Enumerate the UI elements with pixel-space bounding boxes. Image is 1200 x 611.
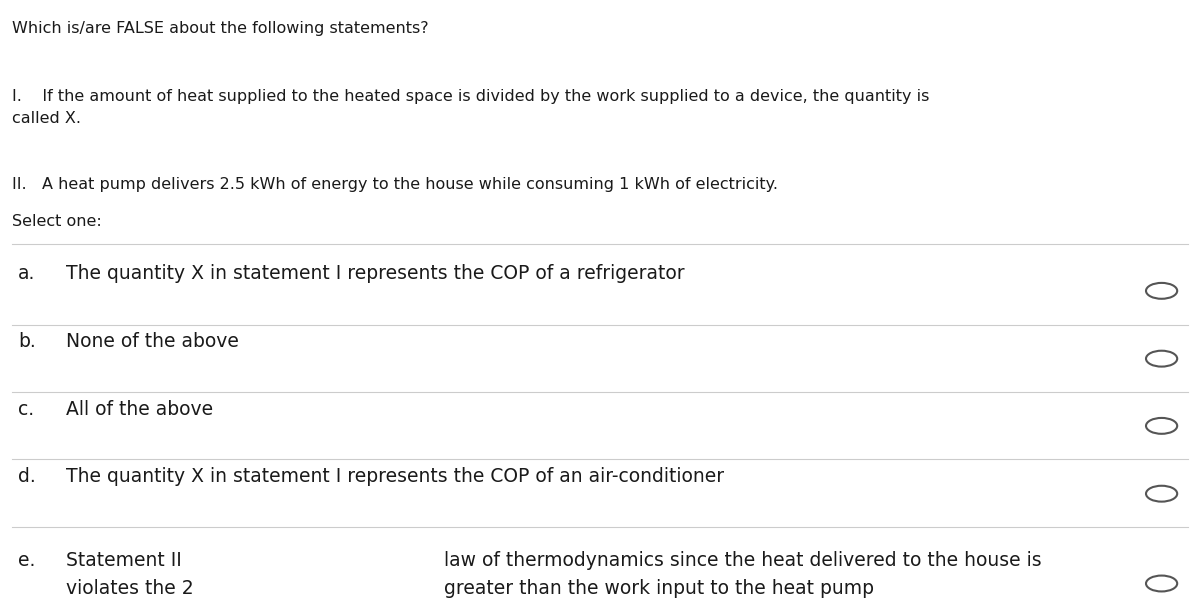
Text: e.: e. <box>18 551 35 570</box>
Text: d.: d. <box>18 467 36 486</box>
Text: c.: c. <box>18 400 34 419</box>
Text: b.: b. <box>18 332 36 351</box>
Text: Statement II
violates the 2: Statement II violates the 2 <box>66 551 193 598</box>
Text: Which is/are FALSE about the following statements?: Which is/are FALSE about the following s… <box>12 21 428 37</box>
Text: None of the above: None of the above <box>66 332 239 351</box>
Text: II.   A heat pump delivers 2.5 kWh of energy to the house while consuming 1 kWh : II. A heat pump delivers 2.5 kWh of ener… <box>12 177 778 192</box>
Text: All of the above: All of the above <box>66 400 214 419</box>
Text: The quantity X in statement I represents the COP of an air-conditioner: The quantity X in statement I represents… <box>66 467 724 486</box>
Text: a.: a. <box>18 264 35 283</box>
Text: I.    If the amount of heat supplied to the heated space is divided by the work : I. If the amount of heat supplied to the… <box>12 89 929 126</box>
Text: law of thermodynamics since the heat delivered to the house is
greater than the : law of thermodynamics since the heat del… <box>444 551 1042 598</box>
Text: The quantity X in statement I represents the COP of a refrigerator: The quantity X in statement I represents… <box>66 264 685 283</box>
Text: Select one:: Select one: <box>12 214 102 229</box>
